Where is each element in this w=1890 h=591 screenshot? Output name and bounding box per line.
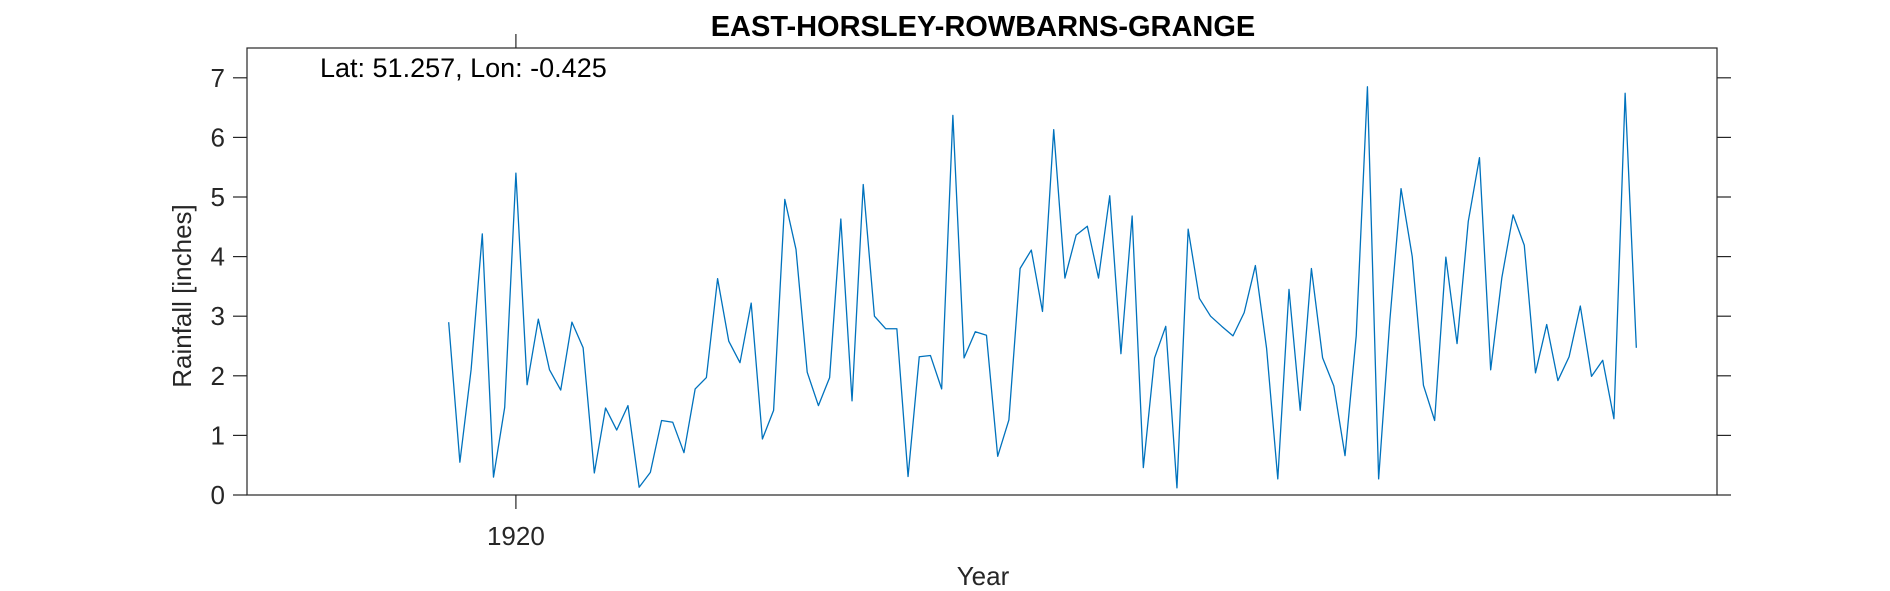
y-tick-label: 6 [211, 122, 225, 152]
y-tick-label: 3 [211, 301, 225, 331]
series-layer [448, 86, 1637, 489]
axis-ticks: 0 1 2 3 4 5 6 7 1920 [211, 34, 1731, 551]
x-tick-label: 1920 [487, 521, 545, 551]
axes-frame [246, 47, 1718, 496]
y-tick-label: 1 [211, 420, 225, 450]
y-tick-label: 0 [211, 480, 225, 510]
plot-frame [246, 47, 1718, 496]
rainfall-series-line [448, 86, 1637, 489]
y-axis-label: Rainfall [inches] [167, 204, 197, 388]
x-axis-label: Year [957, 561, 1010, 591]
y-tick-label: 5 [211, 182, 225, 212]
station-coordinates-annotation: Lat: 51.257, Lon: -0.425 [320, 53, 607, 83]
y-tick-label: 7 [211, 63, 225, 93]
chart-title: EAST-HORSLEY-ROWBARNS-GRANGE [711, 11, 1256, 43]
y-tick-label: 4 [211, 242, 225, 272]
y-tick-label: 2 [211, 361, 225, 391]
